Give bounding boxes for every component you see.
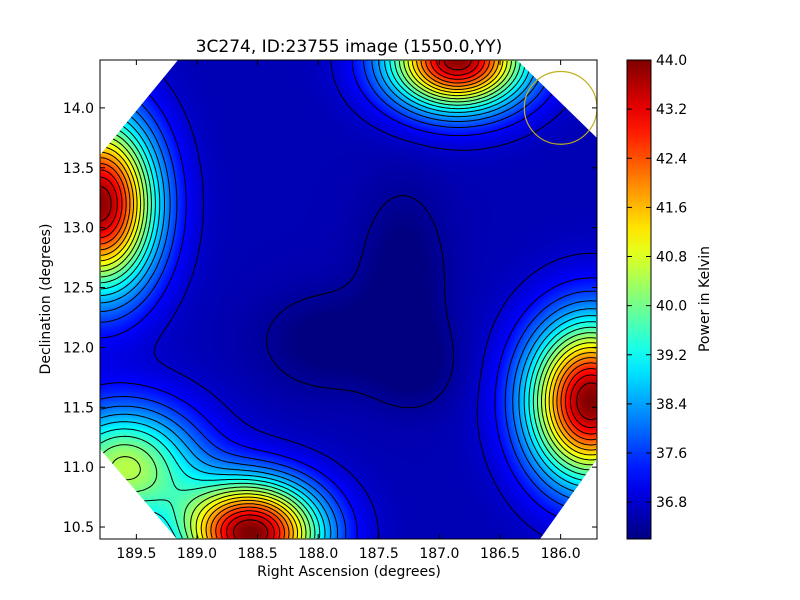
- contour-line: [100, 60, 597, 539]
- x-tick-label: 186.0: [541, 546, 581, 562]
- contour-line: [100, 60, 597, 539]
- y-tick-label: 13.5: [63, 161, 94, 177]
- contour-line: [100, 60, 597, 539]
- y-axis: 10.5 11.0 11.5 12.0 12.5 13.0 13.5 14.0: [63, 101, 597, 536]
- x-tick-label: 187.5: [359, 546, 399, 562]
- y-tick-label: 10.5: [63, 520, 94, 536]
- colorbar-tick-label: 44.0: [656, 53, 687, 69]
- x-axis-label: Right Ascension (degrees): [257, 564, 441, 580]
- plot-frame: [99, 59, 598, 540]
- x-tick-label: 186.5: [480, 546, 520, 562]
- contour-line: [100, 60, 597, 539]
- contour-line: [100, 60, 597, 539]
- contour-line: [100, 60, 597, 539]
- colorbar-tick-label: 36.8: [656, 495, 687, 511]
- y-axis-label: Declination (degrees): [38, 224, 54, 375]
- contour-line: [100, 60, 597, 539]
- contour-line: [266, 195, 455, 409]
- colorbar-tick-label: 39.2: [656, 348, 687, 364]
- colorbar-ticks: 36.8 37.6 38.4 39.2 40.0 40.8 41.6 42.4 43.2 44.0: [627, 53, 687, 511]
- colorbar-tick-label: 38.4: [656, 397, 687, 413]
- colorbar-tick-label: 40.8: [656, 250, 687, 266]
- contour-line: [100, 60, 597, 539]
- colorbar: [626, 59, 652, 540]
- chart-title: 3C274, ID:23755 image (1550.0,YY): [196, 37, 503, 57]
- colorbar-tick-label: 41.6: [656, 200, 687, 216]
- y-tick-label: 12.5: [63, 281, 94, 297]
- colorbar-tick-label: 43.2: [656, 102, 687, 118]
- y-tick-label: 11.0: [63, 460, 94, 476]
- colorbar-tick-label: 37.6: [656, 446, 687, 462]
- x-tick-label: 187.0: [419, 546, 459, 562]
- contour-line: [100, 60, 597, 539]
- y-tick-label: 14.0: [63, 101, 94, 117]
- colorbar-tick-label: 42.4: [656, 151, 687, 167]
- colorbar-label: Power in Kelvin: [697, 246, 713, 352]
- contour-line: [100, 60, 597, 539]
- contour-line: [100, 60, 597, 539]
- heatmap-area: [100, 60, 597, 539]
- x-tick-label: 188.5: [238, 546, 278, 562]
- y-tick-label: 13.0: [63, 221, 94, 237]
- y-tick-label: 12.0: [63, 340, 94, 356]
- y-tick-label: 11.5: [63, 400, 94, 416]
- x-axis: 189.5 189.0 188.5 188.0 187.5 187.0 186.5 186.0: [116, 60, 581, 562]
- x-tick-label: 188.0: [298, 546, 338, 562]
- contour-line: [100, 60, 597, 539]
- colorbar-tick-label: 40.0: [656, 299, 687, 315]
- contour-line: [100, 60, 597, 539]
- x-tick-label: 189.5: [116, 546, 156, 562]
- contour-lines: [100, 60, 597, 539]
- x-tick-label: 189.0: [177, 546, 217, 562]
